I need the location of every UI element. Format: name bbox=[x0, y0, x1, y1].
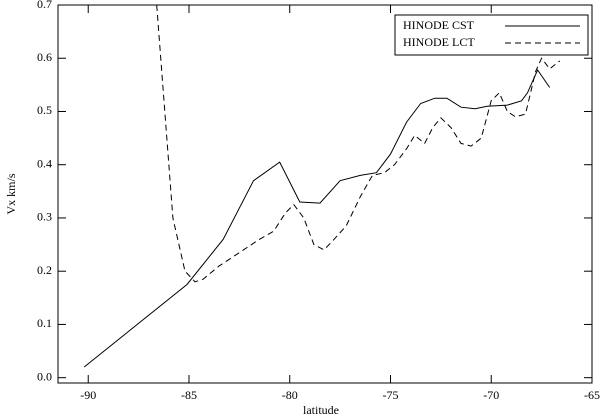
y-tick-label: 0.6 bbox=[37, 50, 52, 64]
x-tick-label: -85 bbox=[181, 388, 197, 402]
x-tick-label: -65 bbox=[584, 388, 600, 402]
y-tick-label: 0.2 bbox=[37, 263, 52, 277]
y-axis-label: Vx km/s bbox=[4, 173, 18, 214]
y-tick-label: 0.0 bbox=[37, 369, 52, 383]
legend-box bbox=[394, 14, 589, 56]
x-tick-label: -70 bbox=[483, 388, 499, 402]
legend-label: HINODE LCT bbox=[403, 35, 475, 49]
x-tick-label: -75 bbox=[382, 388, 398, 402]
series-line bbox=[83, 68, 551, 368]
y-tick-label: 0.4 bbox=[37, 156, 52, 170]
x-axis-label: latitude bbox=[303, 403, 339, 417]
series-line bbox=[156, 4, 561, 283]
x-tick-label: -80 bbox=[282, 388, 298, 402]
legend-label: HINODE CST bbox=[403, 18, 475, 32]
y-tick-label: 0.1 bbox=[37, 316, 52, 330]
y-tick-label: 0.5 bbox=[37, 103, 52, 117]
plot-frame bbox=[57, 4, 593, 384]
y-tick-label: 0.3 bbox=[37, 210, 52, 224]
x-tick-label: -90 bbox=[80, 388, 96, 402]
y-tick-label: 0.7 bbox=[37, 0, 52, 11]
